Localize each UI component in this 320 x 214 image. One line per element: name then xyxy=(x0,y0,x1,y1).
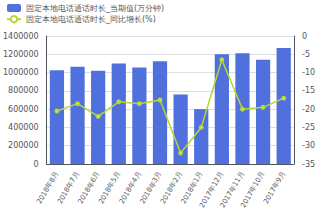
svg-text:1200000: 1200000 xyxy=(3,50,39,59)
svg-text:1000000: 1000000 xyxy=(3,68,39,77)
svg-text:2018年2月: 2018年2月 xyxy=(159,170,185,206)
svg-text:0: 0 xyxy=(302,32,307,41)
svg-text:400000: 400000 xyxy=(8,123,39,132)
svg-text:0: 0 xyxy=(34,160,39,169)
svg-text:2018年5月: 2018年5月 xyxy=(97,170,123,206)
svg-text:-15: -15 xyxy=(302,86,315,95)
svg-text:2017年11月: 2017年11月 xyxy=(218,170,246,210)
svg-text:200000: 200000 xyxy=(8,141,39,150)
svg-text:2018年3月: 2018年3月 xyxy=(138,170,164,206)
svg-text:固定本地电话通话时长_同比增长(%): 固定本地电话通话时长_同比增长(%) xyxy=(26,15,156,24)
svg-text:-35: -35 xyxy=(302,160,315,169)
svg-text:600000: 600000 xyxy=(8,105,39,114)
svg-text:2018年7月: 2018年7月 xyxy=(56,170,81,206)
svg-text:1400000: 1400000 xyxy=(3,32,39,41)
svg-text:-20: -20 xyxy=(302,105,315,114)
svg-text:2017年12月: 2017年12月 xyxy=(198,170,226,210)
svg-text:固定本地电话通话时长_当期值(万分钟): 固定本地电话通话时长_当期值(万分钟) xyxy=(26,4,164,13)
svg-text:2018年8月: 2018年8月 xyxy=(35,170,61,206)
svg-text:-5: -5 xyxy=(302,50,310,59)
svg-text:-30: -30 xyxy=(302,141,315,150)
svg-text:-25: -25 xyxy=(302,123,315,132)
svg-text:2018年6月: 2018年6月 xyxy=(76,170,102,206)
svg-text:2018年1月: 2018年1月 xyxy=(179,170,205,206)
svg-text:2018年4月: 2018年4月 xyxy=(117,170,143,206)
svg-text:2017年9月: 2017年9月 xyxy=(262,170,287,205)
svg-text:800000: 800000 xyxy=(8,86,39,95)
svg-text:-10: -10 xyxy=(302,68,315,77)
svg-text:2017年10月: 2017年10月 xyxy=(239,170,266,209)
